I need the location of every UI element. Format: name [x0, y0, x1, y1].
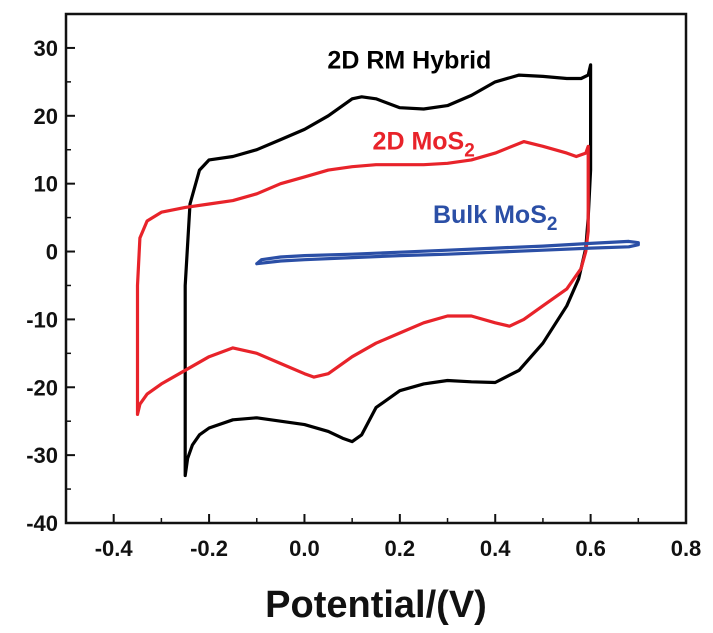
- plot-frame: [64, 12, 688, 525]
- y-tick-label: -40: [26, 511, 58, 536]
- series-line-2d-mos2: [135, 140, 590, 416]
- series-label-2d-rm-hybrid: 2D RM Hybrid: [327, 46, 491, 74]
- y-tick-label: -10: [26, 307, 58, 332]
- x-tick-label: -0.2: [190, 536, 228, 561]
- series-line-bulk-mos2: [255, 239, 640, 266]
- y-tick-label: 30: [34, 36, 58, 61]
- x-tick-label: 0.2: [385, 536, 416, 561]
- y-tick-label: 20: [34, 104, 58, 129]
- series-line-2d-rm-hybrid: [183, 63, 593, 478]
- x-tick-label: 0.4: [480, 536, 511, 561]
- y-tick-label: -20: [26, 375, 58, 400]
- x-axis-title: Potential/(V): [265, 584, 487, 626]
- axes-group: -0.4 -0.2 0.0 0.2 0.4 0.6 0.8 -40 -30 -20 -10 0 10 20…: [26, 12, 702, 561]
- x-tick-label: 0.8: [671, 536, 702, 561]
- x-tick-label: 0.0: [289, 536, 320, 561]
- labels-group: 2D RM Hybrid 2D MoS2 Bulk MoS2: [327, 46, 557, 235]
- x-tick-label: -0.4: [95, 536, 134, 561]
- y-tick-label: 0: [46, 240, 58, 265]
- y-tick-label: 10: [34, 172, 58, 197]
- x-tick-label: 0.6: [575, 536, 606, 561]
- series-label-bulk-mos2: Bulk MoS2: [433, 201, 557, 235]
- series-group: [135, 63, 640, 478]
- series-label-2d-mos2: 2D MoS2: [373, 128, 475, 162]
- y-tick-label: -30: [26, 443, 58, 468]
